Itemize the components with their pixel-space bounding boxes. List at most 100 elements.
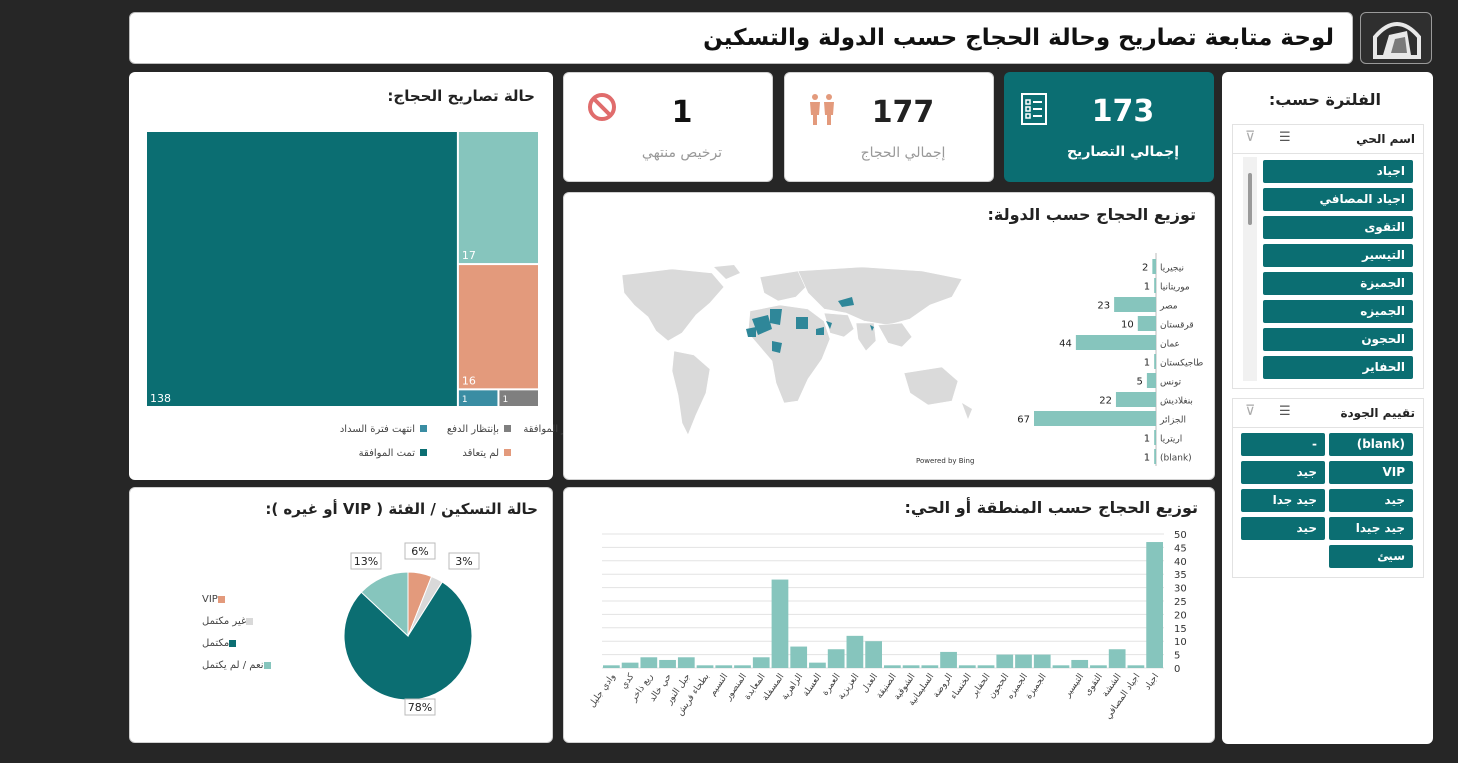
district-bar[interactable] [790,646,808,668]
country-bar[interactable] [1115,392,1156,407]
country-bar[interactable] [1152,259,1156,274]
slicer-item-quality[interactable]: حيد [1241,517,1325,540]
district-bar[interactable] [1090,665,1107,668]
clear-filter-icon[interactable]: ⊽ [1245,403,1256,419]
slicer-item-district[interactable]: الجميزة [1263,272,1413,295]
district-bar[interactable] [1146,542,1163,668]
slicer-item-quality[interactable]: جيد [1241,461,1325,484]
country-distribution-title: توزيع الحجاج حسب الدولة: [987,205,1196,224]
kpi-expired-label: ترخيص منتهي [641,145,723,161]
district-bar[interactable] [996,654,1014,668]
district-bar[interactable] [958,665,976,668]
country-bar[interactable] [1075,335,1156,350]
district-bar[interactable] [715,665,733,668]
y-tick-label: 15 [1174,624,1187,635]
pie-slice[interactable] [360,571,409,638]
district-bar[interactable] [1052,665,1070,668]
slicer-item-district[interactable]: الحفاير [1263,356,1413,379]
district-bar[interactable] [734,665,751,668]
district-bar[interactable] [659,659,676,668]
district-bar[interactable] [640,657,658,668]
slicer-item-quality[interactable]: VIP [1329,461,1413,484]
checklist-icon [1021,93,1047,125]
slicer-item-quality[interactable]: سيئ [1329,545,1413,568]
district-bar[interactable] [865,641,882,668]
treemap-tile[interactable] [458,265,538,389]
country-label: الجزائر [1159,416,1186,426]
slicer-item-quality[interactable]: جيد جيدا [1329,517,1413,540]
district-bar[interactable] [827,649,845,668]
treemap-label: 16 [462,374,476,387]
slicer-item-district[interactable]: التيسير [1263,244,1413,267]
country-bar[interactable] [1154,430,1156,445]
country-bar[interactable] [1114,297,1156,312]
filters-panel: الفلترة حسب: اسم الحي ☰ ⊽ اجياد اجياد الم… [1222,72,1433,744]
country-bar[interactable] [1034,411,1156,426]
legend-label: نعم / لم يكتمل [202,660,264,671]
clear-filter-icon[interactable]: ⊽ [1245,129,1256,145]
country-value-label: 67 [1017,415,1030,426]
country-bar[interactable] [1146,373,1156,388]
scrollbar-thumb[interactable] [1248,173,1252,225]
multiselect-icon[interactable]: ☰ [1279,404,1291,419]
people-icon [810,94,834,125]
legend-label: غير مكتمل [202,616,247,627]
slicer-item-quality[interactable]: جيد [1329,489,1413,512]
slicer-item-district[interactable]: التقوى [1263,216,1413,239]
district-bar[interactable] [696,665,714,668]
country-value-label: 23 [1097,301,1110,312]
y-tick-label: 0 [1174,664,1180,675]
legend-label: بإنتظار الدفع [446,424,499,435]
x-tick-label: كدي [619,671,637,690]
kpi-permits-label: إجمالي التصاريح [1066,144,1180,160]
filters-title: الفلترة حسب: [1268,90,1381,109]
treemap-tile[interactable] [147,132,457,406]
district-bar[interactable] [921,665,939,668]
slicer-item-quality[interactable]: (blank) [1329,433,1413,456]
district-bar[interactable] [621,662,639,668]
legend-swatch [217,596,225,603]
district-bar[interactable] [603,665,620,668]
country-bar[interactable] [1154,354,1156,369]
treemap-tile[interactable] [458,132,538,264]
district-bar[interactable] [884,665,901,668]
district-bar[interactable] [771,579,789,668]
pie-label: 6% [411,545,428,558]
y-tick-label: 35 [1174,570,1187,581]
district-bar[interactable] [1071,659,1089,668]
country-bar[interactable] [1154,278,1156,293]
slicer-item-district[interactable]: اجياد [1263,160,1413,183]
x-tick-label: العسلة [801,672,824,699]
slicer-item-quality[interactable]: جيد جدا [1241,489,1325,512]
legend-swatch [504,425,511,432]
country-label: اريتريا [1160,435,1182,445]
treemap-tile[interactable] [499,390,538,406]
country-bar[interactable] [1137,316,1156,331]
slicer-scrollbar[interactable] [1243,157,1257,381]
country-value-label: 5 [1137,377,1143,388]
slicer-item-district[interactable]: الجميزه [1263,300,1413,323]
multiselect-icon[interactable]: ☰ [1279,130,1291,145]
treemap-tile[interactable] [458,390,498,406]
district-bar[interactable] [677,657,695,668]
y-tick-label: 10 [1174,637,1187,648]
district-bar[interactable] [809,662,826,668]
slicer-item-district[interactable]: الحجون [1263,328,1413,351]
district-bar[interactable] [977,665,995,668]
district-bar[interactable] [1033,654,1051,668]
slicer-item-district[interactable]: اجياد المصافي [1263,188,1413,211]
district-bar[interactable] [1127,665,1145,668]
country-bar[interactable] [1154,449,1156,464]
country-value-label: 1 [1144,434,1150,445]
country-label: مصر [1159,302,1178,312]
district-bar[interactable] [1108,649,1126,668]
legend-label: بإنتظار الموافقة [523,424,589,435]
district-bar[interactable] [940,651,957,668]
district-bar[interactable] [846,635,864,668]
district-bar[interactable] [1015,654,1032,668]
legend-item: انتهت فترة السداد [340,424,427,435]
pie-label: 78% [408,701,432,714]
slicer-item-quality[interactable]: - [1241,433,1325,456]
district-bar[interactable] [752,657,770,668]
district-bar[interactable] [902,665,920,668]
